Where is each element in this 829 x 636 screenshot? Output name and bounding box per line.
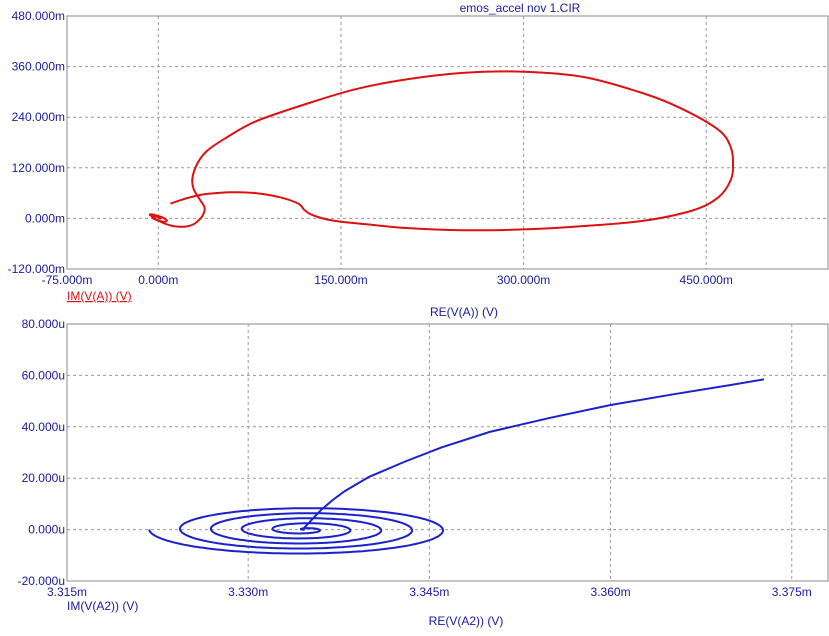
plot-top[interactable]: 480.000m 360.000m 240.000m 120.000m 0.000m -1… bbox=[8, 9, 829, 319]
plot-top-series-line bbox=[148, 70, 734, 232]
plot-top-x-ticks: -75.000m 0.000m 150.000m 300.000m 450.000m bbox=[42, 273, 733, 287]
plot-top-x-tick-label: 300.000m bbox=[497, 273, 550, 287]
plot-top-y-tick-label: 480.000m bbox=[12, 9, 65, 23]
plot-bottom-series-line bbox=[148, 378, 765, 555]
plot-bottom-x-tick-label: 3.360m bbox=[591, 585, 631, 599]
plot-bottom-y-tick-label: 40.000u bbox=[22, 420, 65, 434]
plot-top-y-tick-label: -120.000m bbox=[8, 262, 65, 276]
plot-top-x-tick-label: 0.000m bbox=[138, 273, 178, 287]
plot-top-x-tick-label: 450.000m bbox=[680, 273, 733, 287]
plot-bottom-x-tick-label: 3.315m bbox=[47, 585, 87, 599]
plot-bottom-frame bbox=[66, 323, 829, 582]
plot-top-x-axis-label: RE(V(A)) (V) bbox=[430, 305, 498, 319]
plot-top-y-ticks: 480.000m 360.000m 240.000m 120.000m 0.000m -1… bbox=[8, 9, 65, 276]
plot-top-x-tick-label: 150.000m bbox=[314, 273, 367, 287]
plot-top-y-tick-label: 240.000m bbox=[12, 110, 65, 124]
plot-bottom-y-tick-label: -20.000u bbox=[18, 574, 65, 588]
plot-bottom-x-tick-label: 3.330m bbox=[228, 585, 268, 599]
plot-bottom-y-tick-label: 60.000u bbox=[22, 368, 65, 382]
plot-bottom-y-ticks: 80.000u 60.000u 40.000u 20.000u 0.000u -20.00… bbox=[18, 317, 65, 588]
plot-bottom-x-tick-label: 3.345m bbox=[409, 585, 449, 599]
plot-bottom-grid bbox=[67, 324, 828, 581]
plot-bottom-y-tick-label: 20.000u bbox=[22, 471, 65, 485]
plot-top-y-axis-label[interactable]: IM(V(A)) (V) bbox=[67, 289, 132, 303]
plot-bottom-x-tick-label: 3.375m bbox=[772, 585, 812, 599]
plot-bottom[interactable]: 80.000u 60.000u 40.000u 20.000u 0.000u -20.00… bbox=[18, 317, 829, 628]
plot-top-grid bbox=[67, 16, 828, 269]
plot-top-frame bbox=[66, 15, 829, 270]
plot-top-y-tick-label: 120.000m bbox=[12, 161, 65, 175]
plot-bottom-y-tick-label: 80.000u bbox=[22, 317, 65, 331]
plot-top-y-tick-label: 360.000m bbox=[12, 60, 65, 74]
plot-bottom-y-tick-label: 0.000u bbox=[28, 523, 65, 537]
plot-title: emos_accel nov 1.CIR bbox=[460, 1, 581, 15]
plot-bottom-x-ticks: 3.315m 3.330m 3.345m 3.360m 3.375m bbox=[47, 585, 812, 599]
plot-bottom-y-axis-label: IM(V(A2)) (V) bbox=[67, 599, 138, 613]
plot-bottom-x-axis-label: RE(V(A2)) (V) bbox=[429, 614, 504, 628]
plot-top-y-tick-label: 0.000m bbox=[25, 211, 65, 225]
plot-top-x-tick-label: -75.000m bbox=[42, 273, 93, 287]
